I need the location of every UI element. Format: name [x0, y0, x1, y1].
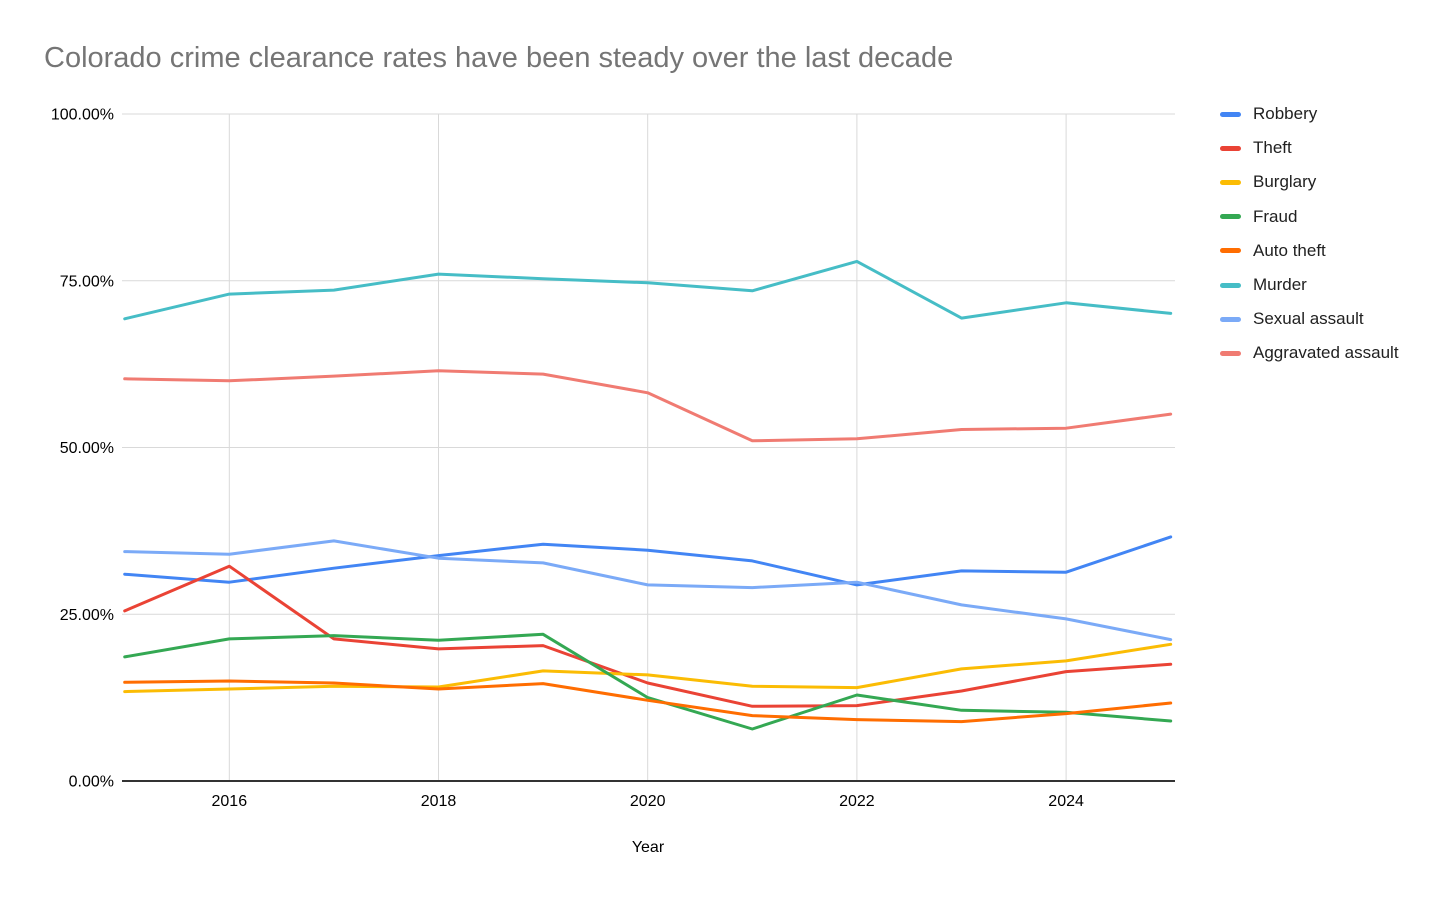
x-axis-title: Year — [632, 839, 665, 856]
legend-item-burglary: Burglary — [1220, 165, 1399, 199]
legend-item-robbery: Robbery — [1220, 97, 1399, 131]
legend-swatch-aggravated-assault — [1220, 350, 1241, 356]
legend-label: Burglary — [1253, 172, 1317, 192]
legend-label: Theft — [1253, 138, 1292, 158]
series-line-sexual-assault — [123, 539, 1173, 642]
x-tick-label: 2022 — [839, 793, 875, 810]
legend-label: Sexual assault — [1253, 309, 1364, 329]
legend-item-aggravated-assault: Aggravated assault — [1220, 336, 1399, 370]
series-line-burglary — [123, 642, 1173, 694]
y-tick-label: 50.00% — [60, 440, 114, 457]
legend-label: Aggravated assault — [1253, 343, 1399, 363]
legend-swatch-murder — [1220, 282, 1241, 288]
legend-swatch-fraud — [1220, 214, 1241, 220]
legend: Robbery Theft Burglary Fraud Auto theft Murde… — [1220, 97, 1399, 371]
series-line-murder — [123, 259, 1173, 321]
legend-item-auto-theft: Auto theft — [1220, 234, 1399, 268]
legend-swatch-robbery — [1220, 111, 1241, 117]
legend-label: Murder — [1253, 275, 1307, 295]
legend-label: Fraud — [1253, 206, 1298, 226]
legend-item-sexual-assault: Sexual assault — [1220, 302, 1399, 336]
y-tick-label: 0.00% — [69, 774, 114, 791]
series-line-auto-theft — [123, 679, 1173, 724]
legend-item-theft: Theft — [1220, 131, 1399, 165]
y-tick-label: 100.00% — [51, 107, 114, 124]
legend-swatch-sexual-assault — [1220, 316, 1241, 322]
series-line-fraud — [123, 632, 1173, 731]
legend-label: Auto theft — [1253, 240, 1326, 260]
legend-swatch-auto-theft — [1220, 248, 1241, 254]
series-line-aggravated-assault — [123, 369, 1173, 443]
series-line-robbery — [123, 535, 1173, 587]
y-tick-label: 25.00% — [60, 607, 114, 624]
x-tick-label: 2024 — [1048, 793, 1084, 810]
legend-item-fraud: Fraud — [1220, 200, 1399, 234]
legend-swatch-theft — [1220, 145, 1241, 151]
y-tick-label: 75.00% — [60, 273, 114, 290]
legend-swatch-burglary — [1220, 179, 1241, 185]
x-tick-label: 2016 — [212, 793, 248, 810]
legend-label: Robbery — [1253, 104, 1318, 124]
chart-title: Colorado crime clearance rates have been… — [44, 42, 954, 74]
x-tick-label: 2020 — [630, 793, 666, 810]
legend-item-murder: Murder — [1220, 268, 1399, 302]
series-line-theft — [123, 564, 1173, 708]
x-tick-label: 2018 — [421, 793, 457, 810]
